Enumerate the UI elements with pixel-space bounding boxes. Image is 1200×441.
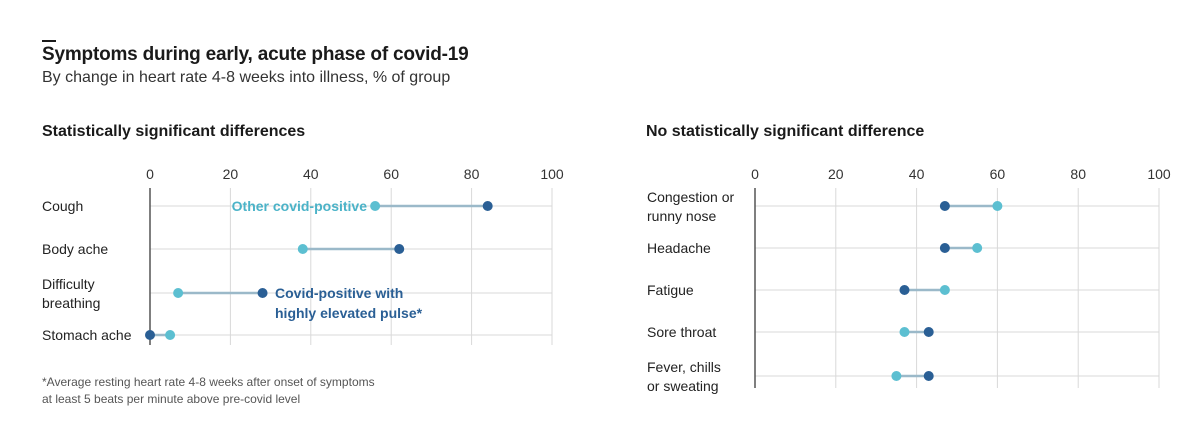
annotation-elevated-line-1: Covid-positive with	[275, 285, 403, 301]
dot-elevated-pulse	[923, 327, 934, 337]
chart-title: Symptoms during early, acute phase of co…	[42, 44, 469, 65]
category-label: Congestion or	[647, 189, 735, 205]
title-rule	[42, 40, 56, 42]
x-tick-label: 100	[1147, 166, 1171, 182]
x-tick-label: 60	[383, 166, 399, 182]
dot-other-covid-positive	[370, 201, 381, 211]
dot-other-covid-positive	[939, 285, 950, 295]
dot-other-covid-positive	[891, 371, 902, 381]
category-label: Fatigue	[647, 282, 694, 298]
footnote: *Average resting heart rate 4-8 weeks af…	[42, 374, 375, 408]
footnote-line-2: at least 5 beats per minute above pre-co…	[42, 392, 301, 406]
x-tick-label: 60	[990, 166, 1006, 182]
category-label: Headache	[647, 240, 711, 256]
category-label: or sweating	[647, 378, 719, 394]
category-label: Difficulty	[42, 276, 95, 292]
dot-elevated-pulse	[145, 330, 155, 340]
footnote-line-1: *Average resting heart rate 4-8 weeks af…	[42, 375, 375, 389]
category-label: Stomach ache	[42, 327, 132, 343]
dot-elevated-pulse	[899, 285, 910, 295]
dot-other-covid-positive	[899, 327, 910, 337]
x-tick-label: 80	[1070, 166, 1086, 182]
category-label: runny nose	[647, 208, 716, 224]
category-label: Cough	[42, 198, 83, 214]
dot-other-covid-positive	[297, 244, 308, 254]
dot-other-covid-positive	[992, 201, 1003, 211]
x-tick-label: 0	[751, 166, 759, 182]
dot-other-covid-positive	[165, 330, 176, 340]
dot-elevated-pulse	[939, 243, 950, 253]
dot-elevated-pulse	[923, 371, 934, 381]
dot-other-covid-positive	[173, 288, 184, 298]
annotation-other-covid-positive: Other covid-positive	[232, 198, 368, 214]
x-tick-label: 100	[540, 166, 564, 182]
dot-elevated-pulse	[394, 244, 405, 254]
x-tick-label: 40	[303, 166, 319, 182]
dot-elevated-pulse	[482, 201, 493, 211]
dot-elevated-pulse	[939, 201, 950, 211]
dot-other-covid-positive	[972, 243, 983, 253]
annotation-elevated-line-2: highly elevated pulse*	[275, 305, 423, 321]
dot-elevated-pulse	[257, 288, 268, 298]
x-tick-label: 40	[909, 166, 925, 182]
category-label: Fever, chills	[647, 359, 721, 375]
x-tick-label: 0	[146, 166, 154, 182]
chart-subtitle: By change in heart rate 4-8 weeks into i…	[42, 69, 451, 86]
x-tick-label: 20	[223, 166, 239, 182]
x-tick-label: 20	[828, 166, 844, 182]
category-label: Body ache	[42, 241, 108, 257]
category-label: breathing	[42, 295, 100, 311]
category-label: Sore throat	[647, 324, 716, 340]
left-panel-title: Statistically significant differences	[42, 123, 306, 140]
x-tick-label: 80	[464, 166, 480, 182]
right-panel-title: No statistically significant difference	[646, 123, 925, 140]
